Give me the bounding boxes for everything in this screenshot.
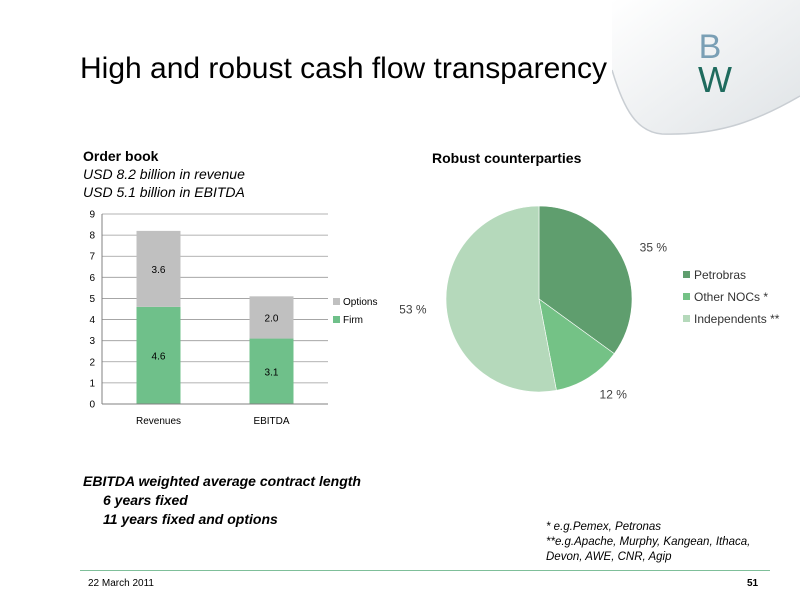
y-tick-label: 2 (89, 357, 95, 368)
y-tick-label: 7 (89, 252, 95, 263)
legend-label-options: Options (343, 297, 377, 308)
company-logo: B W (612, 0, 800, 135)
pie-legend-swatch (683, 293, 690, 300)
y-tick-label: 4 (89, 315, 95, 326)
bar-firm-revenues (136, 306, 181, 404)
pie-legend-label: Other NOCs * (694, 290, 768, 304)
bar-firm-ebitda (249, 338, 294, 404)
contract-length-heading: EBITDA weighted average contract length (83, 473, 361, 489)
pie-legend-label: Petrobras (694, 268, 746, 282)
order-book-ebitda: USD 5.1 billion in EBITDA (83, 184, 245, 200)
y-tick-label: 1 (89, 378, 95, 389)
y-tick-label: 8 (89, 231, 95, 242)
footnote-1: * e.g.Pemex, Petronas (546, 521, 662, 533)
bar-options-revenues (136, 230, 181, 307)
bar-data-label: 3.1 (265, 367, 279, 378)
counterparties-pie-chart: 35 % 12 % 53 % Petrobras Other NOCs * Indepen… (400, 205, 780, 401)
x-tick-label: Revenues (136, 416, 181, 427)
y-tick-label: 9 (89, 210, 95, 221)
pie-legend-label: Independents ** (694, 312, 780, 326)
bar-options-ebitda (249, 296, 294, 339)
pie-data-label: 35 % (640, 241, 668, 255)
footnotes: * e.g.Pemex, Petronas **e.g.Apache, Murp… (546, 520, 786, 565)
pie-legend-swatch (683, 315, 690, 322)
y-tick-label: 0 (89, 400, 95, 411)
order-book-bar-chart: 0 1 2 3 4 5 6 7 8 9 4.6 3.6 Revenues 3.1 2.0 EBITDA Opti… (89, 210, 377, 428)
legend-swatch-options (333, 298, 340, 305)
contract-length-options: 11 years fixed and options (103, 511, 278, 527)
pie-slice-2 (445, 205, 557, 393)
contract-length-fixed: 6 years fixed (103, 492, 188, 508)
x-tick-label: EBITDA (253, 416, 289, 427)
y-tick-label: 5 (89, 294, 95, 305)
pie-chart-title: Robust counterparties (432, 150, 582, 166)
bar-data-label: 4.6 (152, 351, 166, 362)
page-title: High and robust cash flow transparency (80, 52, 607, 85)
bar-data-label: 3.6 (152, 265, 166, 276)
page-number: 51 (747, 578, 759, 589)
order-book-heading: Order book (83, 148, 159, 164)
pie-data-label: 12 % (600, 387, 628, 401)
y-tick-label: 3 (89, 336, 95, 347)
legend-label-firm: Firm (343, 315, 363, 326)
y-tick-label: 6 (89, 273, 95, 284)
legend-swatch-firm (333, 316, 340, 323)
pie-data-label: 53 % (400, 303, 427, 317)
footer-date: 22 March 2011 (88, 578, 154, 589)
order-book-revenue: USD 8.2 billion in revenue (83, 166, 245, 182)
bar-data-label: 2.0 (265, 313, 279, 324)
footer-divider (80, 570, 770, 571)
pie-slice-1 (538, 298, 615, 391)
footnote-2: **e.g.Apache, Murphy, Kangean, Ithaca, D… (546, 536, 751, 563)
contract-length-block: EBITDA weighted average contract length … (83, 472, 361, 529)
pie-slice-0 (538, 205, 633, 355)
pie-legend-swatch (683, 271, 690, 278)
svg-text:B: B (699, 28, 722, 66)
svg-text:W: W (698, 59, 732, 100)
